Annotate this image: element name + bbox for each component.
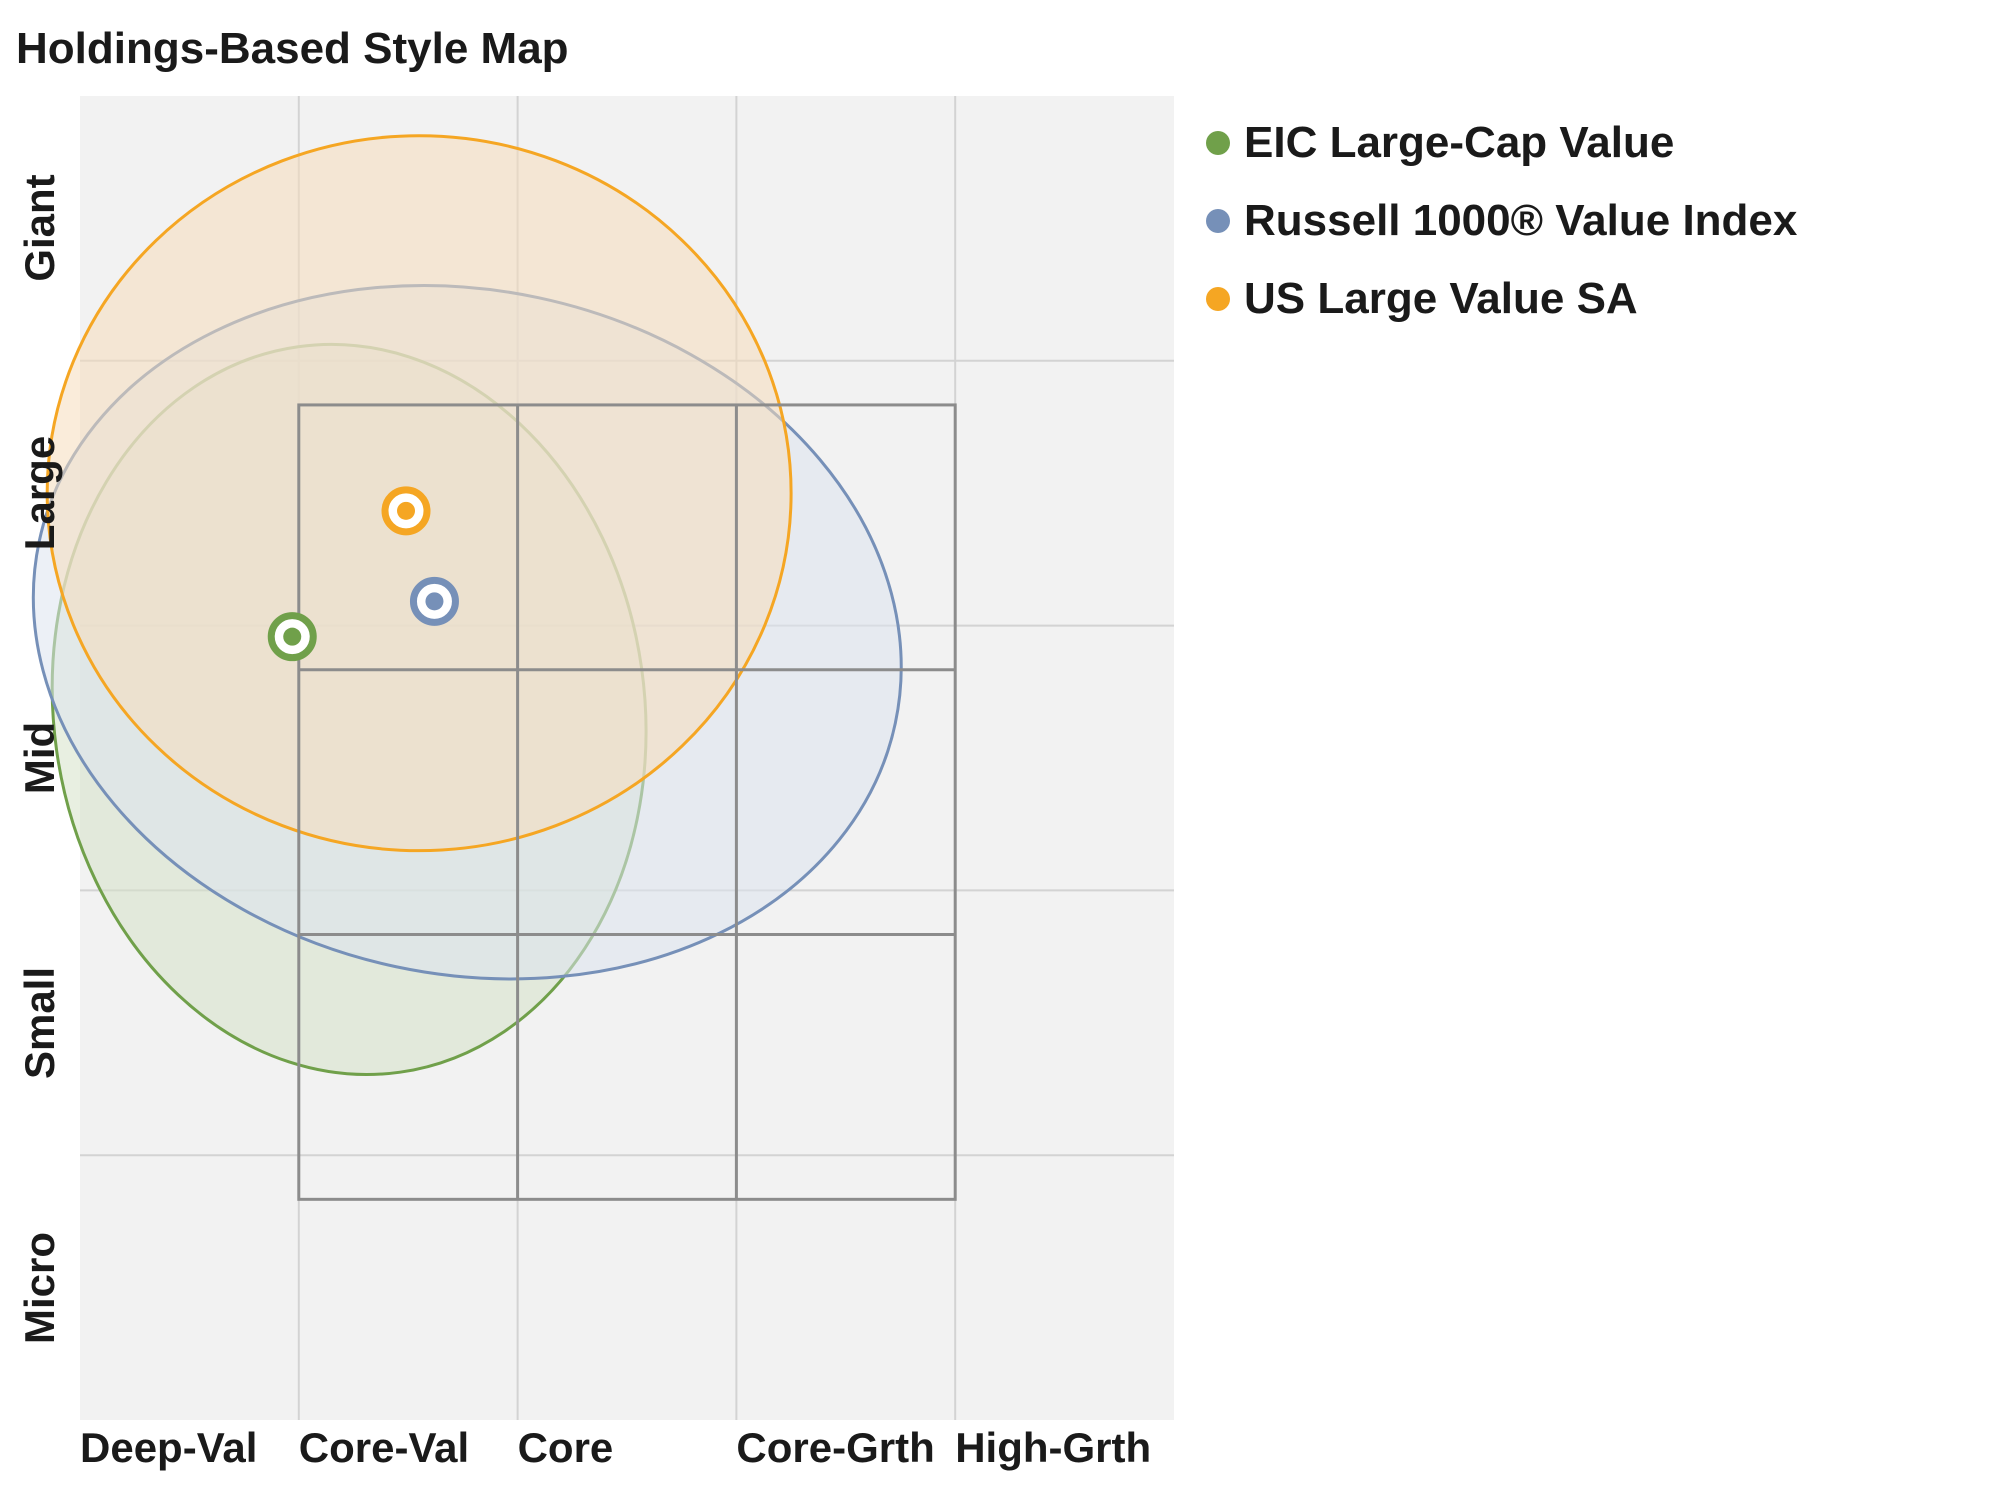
legend-item: US Large Value SA bbox=[1206, 260, 1797, 338]
centroid-dot-series-2 bbox=[397, 501, 416, 520]
y-tick-label: Giant bbox=[16, 174, 63, 283]
x-tick-label: Core bbox=[517, 1424, 614, 1471]
y-tick-label: Large bbox=[16, 436, 63, 551]
x-tick-label: Deep-Val bbox=[80, 1424, 258, 1471]
legend-item: Russell 1000® Value Index bbox=[1206, 182, 1797, 260]
legend-label: Russell 1000® Value Index bbox=[1244, 196, 1798, 245]
legend-marker bbox=[1206, 209, 1230, 233]
y-tick-label: Micro bbox=[16, 1231, 63, 1344]
style-box-outline bbox=[297, 403, 957, 1201]
x-tick-label: Core-Grth bbox=[736, 1424, 935, 1471]
x-tick-label: High-Grth bbox=[955, 1424, 1152, 1471]
legend: EIC Large-Cap Value Russell 1000® Value I… bbox=[1206, 104, 1797, 338]
y-tick-label: Small bbox=[16, 966, 63, 1079]
legend-marker bbox=[1206, 131, 1230, 155]
legend-label: US Large Value SA bbox=[1244, 274, 1638, 323]
chart-title: Holdings-Based Style Map bbox=[16, 24, 569, 73]
centroid-dot-series-1 bbox=[425, 592, 444, 611]
legend-label: EIC Large-Cap Value bbox=[1244, 118, 1675, 167]
centroid-layer bbox=[267, 486, 459, 662]
legend-marker bbox=[1206, 287, 1230, 311]
centroid-dot-series-0 bbox=[283, 627, 302, 646]
style-box bbox=[297, 403, 957, 1201]
y-tick-label: Mid bbox=[16, 721, 63, 795]
x-tick-label: Core-Val bbox=[298, 1424, 470, 1471]
legend-item: EIC Large-Cap Value bbox=[1206, 104, 1797, 182]
